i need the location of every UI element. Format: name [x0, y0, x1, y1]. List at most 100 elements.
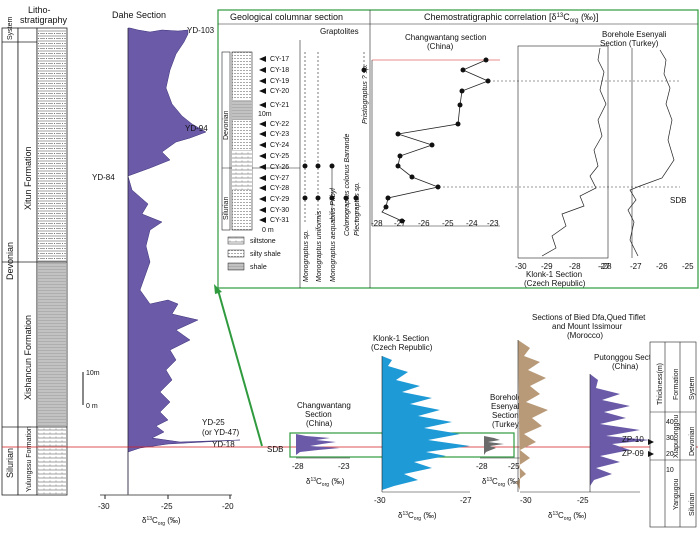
- klonk-chemo-frame: [517, 45, 609, 259]
- scale-10m: 10m: [86, 370, 100, 377]
- geo-title: Geological columnar section: [230, 12, 343, 22]
- morocco-title-1: Sections of Bied Dfa,Qued Tiflet: [532, 313, 646, 322]
- litho-header-2: stratigraphy: [20, 15, 68, 25]
- rp-devonian: Devonian: [689, 426, 696, 456]
- litho-header-1: Litho-: [28, 5, 51, 15]
- klonk-tick-29: -29: [541, 262, 553, 271]
- rp-tick-30: 30: [666, 435, 674, 442]
- dahe-label-yd25: YD-25: [202, 418, 225, 427]
- putonggou-title-2: (China): [612, 362, 639, 371]
- bh-tick-28: -28: [600, 262, 612, 271]
- legend-silty-shale: silty shale: [250, 251, 281, 258]
- scale-0m: 0 m: [86, 403, 98, 410]
- klonk-chemo-title-2: (Czech Republic): [524, 279, 586, 288]
- bh-tick-25: -25: [682, 262, 694, 271]
- rp-tick-40: 40: [666, 419, 674, 426]
- klonk-bottom-tick-27: -27: [460, 496, 472, 505]
- klonk-bottom-title-2: (Czech Republic): [371, 343, 433, 352]
- dahe-label-yd94: YD-94: [185, 124, 208, 133]
- sample-cy22: CY-22: [270, 121, 289, 128]
- sample-cy28: CY-28: [270, 185, 289, 192]
- zp09-arrow: [648, 451, 654, 457]
- sdb-chemo-label: SDB: [670, 196, 686, 205]
- graptolites-title: Graptolites: [320, 27, 359, 36]
- litho-column: System Litho- stratigraphy Devonian Silu…: [1, 5, 100, 496]
- cw-tick-26: -26: [418, 219, 430, 228]
- cw-tick-24: -24: [466, 219, 478, 228]
- rp-system: System: [689, 376, 696, 400]
- rp-xiaputonggou: Xiaputonggou: [673, 415, 680, 458]
- dahe-label-yd18: YD-18: [212, 440, 235, 449]
- sample-cy30: CY-30: [270, 207, 289, 214]
- yulungssu-lithology: [38, 427, 66, 494]
- species-plectograptus: Plectograptus sp.: [354, 182, 361, 236]
- borehole-chemo-title-1: Borehole Esenyali: [602, 30, 667, 39]
- system-devonian: Devonian: [5, 242, 15, 280]
- bottom-xlabel: δ13Corg (‰): [548, 511, 587, 522]
- species-uniformis: Monograptus uniformis: [316, 210, 323, 282]
- changwantang-chemo-title-1: Changwantang section: [405, 33, 486, 42]
- cw-bottom-curve: [296, 434, 340, 455]
- borehole-chemo-curve: [627, 49, 675, 257]
- formation-xitun: Xitun Formation: [23, 146, 33, 210]
- sample-cy17: CY-17: [270, 56, 289, 63]
- cw-bottom-title-3: (China): [306, 419, 333, 428]
- bh-tick-26: -26: [656, 262, 668, 271]
- klonk-tick-27: -27: [598, 262, 610, 271]
- rp-yangugou: Yangugou: [673, 478, 680, 510]
- geo-lithology: [231, 51, 253, 231]
- rp-thickness: Thickness(m): [657, 363, 664, 405]
- formation-column: [17, 27, 38, 496]
- connector-arrowhead: [214, 284, 222, 294]
- zp09-label: ZP-09: [622, 449, 644, 458]
- system-header: System: [7, 16, 14, 40]
- sample-cy25: CY-25: [270, 153, 289, 160]
- dahe-tick-20: -20: [222, 502, 234, 511]
- green-connector: [217, 289, 263, 447]
- bh-bottom-title-3: Section: [492, 411, 519, 420]
- formation-xishancun: Xishancun Formation: [23, 315, 33, 400]
- dahe-curve: [127, 27, 241, 494]
- species-colonus: Colonograptus colonus Barrande: [344, 134, 351, 236]
- bottom-correlation: Changwantang Section (China) -28 -23 δ13…: [289, 313, 662, 522]
- bottom-tick-25: -25: [577, 496, 589, 505]
- sample-cy26: CY-26: [270, 164, 289, 171]
- geo-scale-0m: 0 m: [262, 227, 274, 234]
- morocco-title-3: (Morocco): [567, 331, 603, 340]
- klonk-bottom-xlabel: δ13Corg (‰): [398, 511, 437, 522]
- klonk-bottom-title-1: Klonk-1 Section: [373, 334, 429, 343]
- dahe-label-yd25b: (or YD-47): [202, 428, 240, 437]
- klonk-bottom-tick-30: -30: [374, 496, 386, 505]
- putonggou-title-1: Putonggou Section: [594, 353, 662, 362]
- bh-bottom-tick-28: -28: [476, 462, 488, 471]
- sample-cy29: CY-29: [270, 196, 289, 203]
- klonk-bottom-curve: [382, 356, 470, 490]
- sample-cy19: CY-19: [270, 78, 289, 85]
- formation-yulungssu: Yulungssu Formation: [26, 426, 33, 492]
- dahe-label-yd84: YD-84: [92, 173, 115, 182]
- bh-bottom-title-1: Borehole: [490, 393, 523, 402]
- putonggou-curve: [590, 374, 650, 486]
- klonk-chemo-title-1: Klonk-1 Section: [526, 270, 582, 279]
- cw-bottom-title-1: Changwantang: [297, 401, 351, 410]
- species-pristiograptus: Pristiograptus ? sp.: [362, 64, 369, 124]
- sample-cy24: CY-24: [270, 142, 289, 149]
- borehole-chemo-title-2: Section (Turkey): [600, 39, 659, 48]
- geo-columnar-panel: Geological columnar section Graptolites …: [217, 9, 699, 289]
- dahe-section: Dahe Section YD-103 YD-94 YD-84 YD-25 (o…: [92, 10, 241, 527]
- sample-cy21: CY-21: [270, 102, 289, 109]
- bh-bottom-xlabel: δ13Corg (‰): [482, 477, 521, 488]
- chemo-title: Chemostratigraphic correlation [δ13Corg …: [424, 12, 598, 24]
- geo-silurian: Silurian: [223, 197, 230, 220]
- changwantang-chemo-title-2: (China): [427, 42, 454, 51]
- legend-siltstone: siltstone: [250, 238, 276, 245]
- bh-bottom-title-2: Esenyali: [491, 402, 521, 411]
- rp-tick-20: 20: [666, 451, 674, 458]
- klonk-chemo-curve: [541, 47, 607, 257]
- graptolite-ranges: [299, 40, 367, 288]
- system-silurian: Silurian: [5, 448, 15, 478]
- geo-devonian: Devonian: [223, 110, 230, 140]
- changwantang-ticks: -28 -27 -26 -25 -24 -23: [371, 219, 499, 228]
- dahe-xlabel: δ13Corg (‰): [142, 516, 181, 527]
- sample-cy20: CY-20: [270, 88, 289, 95]
